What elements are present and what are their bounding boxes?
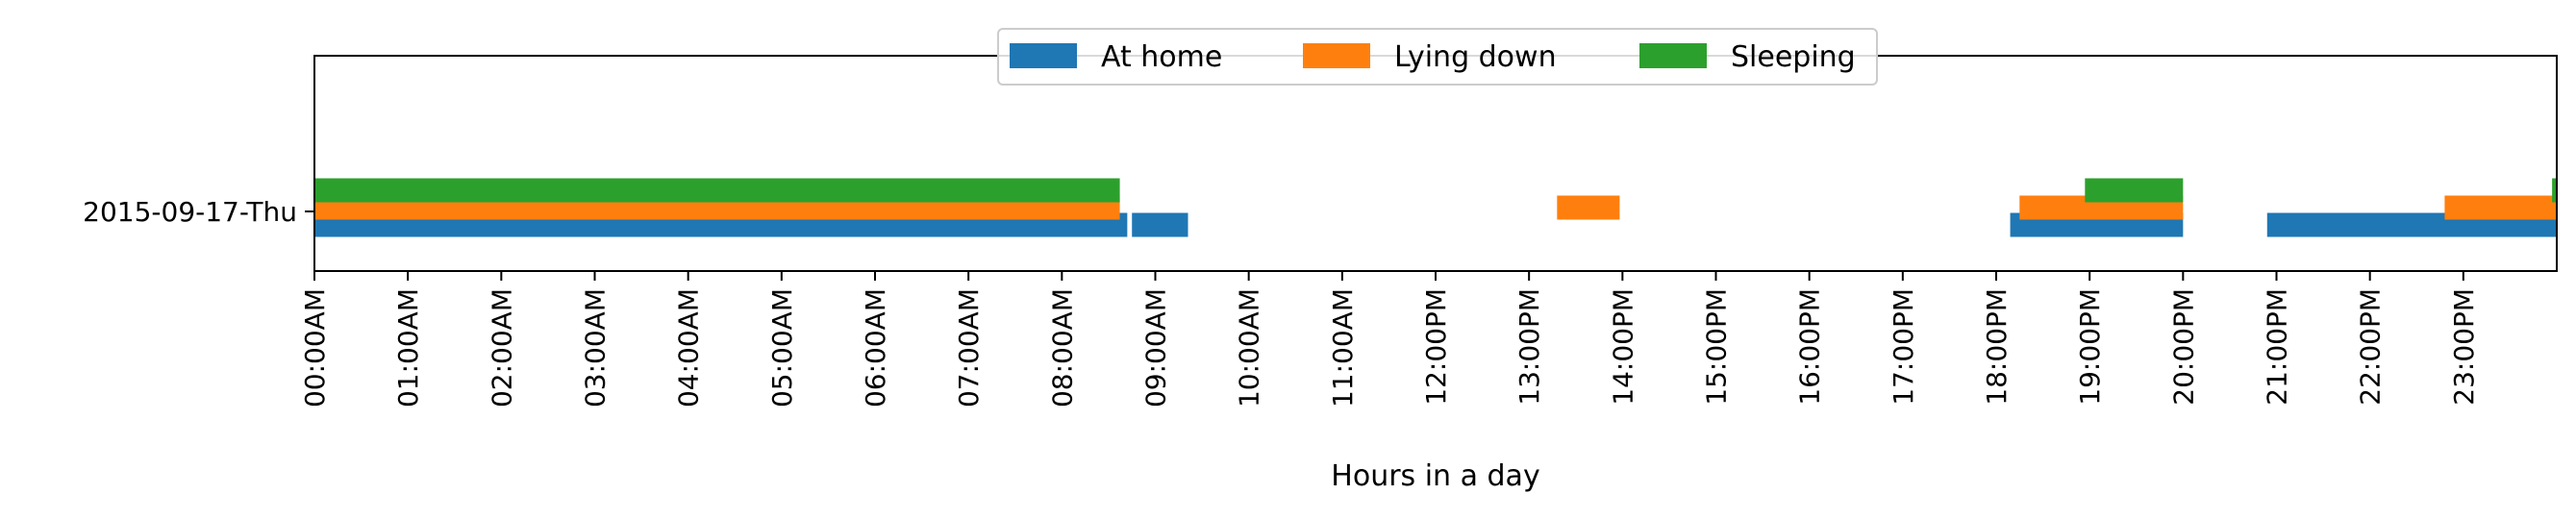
legend-swatch-lying-down [1303, 43, 1370, 68]
legend-swatch-at-home [1010, 43, 1077, 68]
x-tick-label: 08:00AM [1046, 288, 1078, 408]
x-tick-label: 21:00PM [2262, 288, 2293, 406]
bar-sleeping-0 [314, 178, 1120, 203]
x-axis-label: Hours in a day [1331, 459, 1539, 493]
x-tick-label: 04:00AM [673, 288, 705, 408]
x-tick-label: 07:00AM [953, 288, 985, 408]
y-axis-ticks: 2015-09-17-Thu [83, 196, 314, 228]
y-tick-label: 2015-09-17-Thu [83, 196, 297, 228]
x-tick-label: 00:00AM [299, 288, 331, 408]
x-axis-ticks: 00:00AM 01:00AM 02:00AM 03:00AM 04:00AM 05:00… [299, 271, 2480, 408]
x-tick-label: 14:00PM [1607, 288, 1638, 406]
legend-label-at-home: At home [1101, 40, 1222, 74]
x-tick-label: 15:00PM [1701, 288, 1733, 406]
bar-lying-down-3 [2444, 195, 2557, 220]
x-tick-label: 10:00AM [1234, 288, 1265, 408]
x-tick-label: 18:00PM [1981, 288, 2013, 406]
bar-lying-down-1 [1557, 195, 1620, 220]
x-tick-label: 12:00PM [1420, 288, 1452, 406]
x-tick-label: 20:00PM [2167, 288, 2199, 406]
legend-label-sleeping: Sleeping [1731, 40, 1856, 74]
x-tick-label: 05:00AM [766, 288, 798, 408]
legend-label-lying-down: Lying down [1394, 40, 1557, 74]
legend: At home Lying down Sleeping [997, 28, 1878, 86]
legend-swatch-sleeping [1639, 43, 1707, 68]
bars-layer [314, 178, 2557, 237]
bar-sleeping-2 [2552, 178, 2557, 203]
x-tick-label: 06:00AM [860, 288, 891, 408]
x-tick-label: 11:00AM [1327, 288, 1359, 408]
legend-box [997, 28, 1878, 86]
x-tick-label: 13:00PM [1513, 288, 1545, 406]
bar-at-home-1 [1132, 212, 1188, 237]
x-tick-label: 17:00PM [1888, 288, 1919, 406]
x-tick-label: 23:00PM [2448, 288, 2480, 406]
x-tick-label: 16:00PM [1794, 288, 1826, 406]
x-tick-label: 03:00AM [580, 288, 612, 408]
x-tick-label: 19:00PM [2074, 288, 2106, 406]
x-tick-label: 01:00AM [392, 288, 424, 408]
x-tick-label: 02:00AM [486, 288, 517, 408]
x-tick-label: 22:00PM [2355, 288, 2387, 406]
bar-sleeping-1 [2085, 178, 2184, 203]
plot-frame [313, 55, 2558, 272]
x-tick-label: 09:00AM [1140, 288, 1172, 408]
